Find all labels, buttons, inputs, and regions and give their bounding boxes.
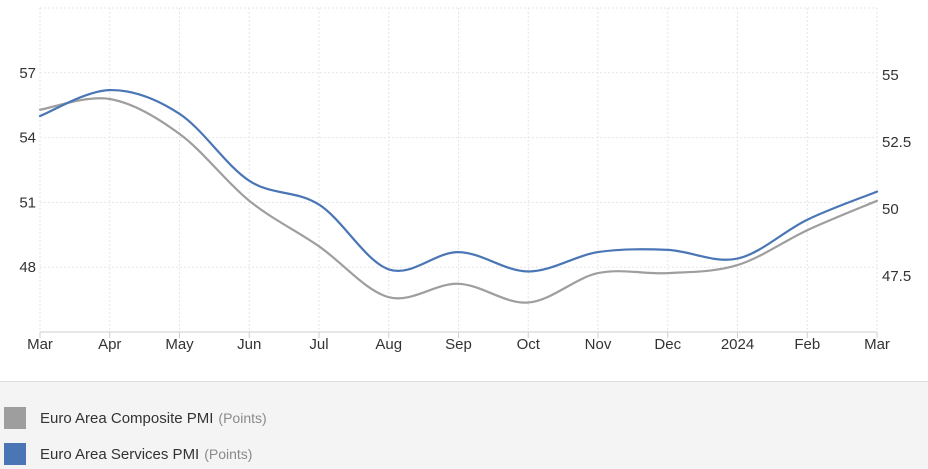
legend-swatch-composite bbox=[4, 407, 26, 429]
y-left-tick-label: 51 bbox=[19, 194, 36, 211]
y-right-tick-label: 50 bbox=[882, 201, 899, 218]
legend-unit-services: (Points) bbox=[204, 446, 253, 462]
legend-swatch-services bbox=[4, 443, 26, 465]
x-tick-label: 2024 bbox=[721, 336, 754, 353]
series-line-composite bbox=[38, 97, 879, 304]
y-left-tick-label: 54 bbox=[19, 130, 36, 147]
x-tick-label: Jun bbox=[237, 336, 261, 353]
grid-layer bbox=[39, 7, 878, 332]
y-left-tick-label: 48 bbox=[19, 259, 36, 276]
x-tick-label: Apr bbox=[98, 336, 121, 353]
x-tick-label: Nov bbox=[585, 336, 612, 353]
x-tick-label: May bbox=[165, 336, 194, 353]
y-left-tick-label: 57 bbox=[19, 65, 36, 82]
x-tick-label: Mar bbox=[864, 336, 890, 353]
legend-label-services: Euro Area Services PMI bbox=[40, 445, 200, 463]
y-right-tick-label: 52.5 bbox=[882, 134, 911, 151]
legend-item-composite[interactable]: Euro Area Composite PMI (Points) bbox=[4, 406, 267, 430]
legend-item-services[interactable]: Euro Area Services PMI (Points) bbox=[4, 442, 252, 466]
legend-label-composite: Euro Area Composite PMI bbox=[40, 409, 214, 427]
x-tick-label: Aug bbox=[375, 336, 402, 353]
x-tick-label: Feb bbox=[794, 336, 820, 353]
chart-area: Mar Apr May Jun Jul Aug Sep Oct Nov Dec 2024 Feb Mar… bbox=[19, 7, 911, 353]
legend-unit-composite: (Points) bbox=[218, 410, 267, 426]
x-tick-label: Jul bbox=[309, 336, 328, 353]
y-right-tick-label: 55 bbox=[882, 67, 899, 84]
axis-layer: Mar Apr May Jun Jul Aug Sep Oct Nov Dec 2024 Feb Mar… bbox=[19, 65, 911, 353]
x-tick-label: Dec bbox=[654, 336, 681, 353]
series-line-services bbox=[38, 88, 879, 273]
y-right-tick-label: 47.5 bbox=[882, 268, 911, 285]
x-tick-label: Mar bbox=[27, 336, 53, 353]
x-tick-label: Sep bbox=[445, 336, 472, 353]
x-tick-label: Oct bbox=[517, 336, 541, 353]
line-chart: Mar Apr May Jun Jul Aug Sep Oct Nov Dec 2024 Feb Mar… bbox=[19, 7, 911, 353]
series-layer bbox=[38, 88, 879, 304]
legend: Euro Area Composite PMI (Points) Euro Ar… bbox=[0, 381, 928, 469]
